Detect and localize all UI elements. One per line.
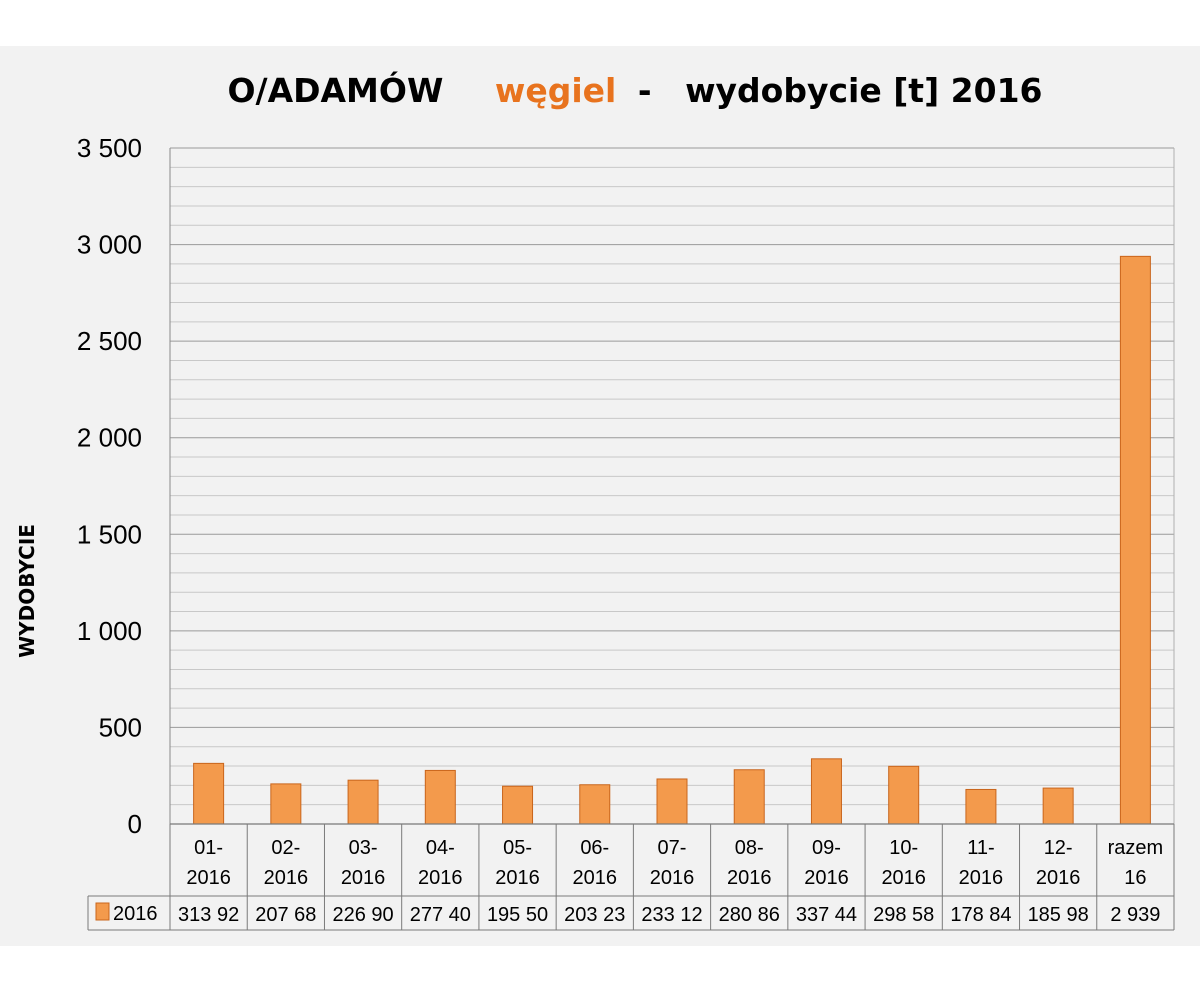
data-value-label: 233 12 — [641, 904, 702, 926]
x-tick-label-line2: 2016 — [650, 867, 695, 889]
title-left: O/ADAMÓW — [227, 70, 443, 110]
bar — [270, 783, 302, 825]
x-tick-label-line1: 03- — [349, 837, 378, 859]
data-value-label: 337 44 — [796, 904, 857, 926]
bar — [347, 779, 379, 825]
x-tick-label-line2: 16 — [1124, 867, 1146, 889]
x-tick-label-line1: 05- — [503, 837, 532, 859]
y-tick-label: 3 500 — [77, 133, 142, 163]
data-value-label: 2 939 — [1110, 904, 1160, 926]
bar — [888, 765, 920, 825]
bar — [1119, 255, 1151, 825]
x-tick-label-line1: razem — [1108, 837, 1164, 859]
x-tick-label-line1: 12- — [1044, 837, 1073, 859]
bar — [579, 784, 611, 825]
y-tick-label: 0 — [128, 809, 142, 839]
data-value-label: 207 68 — [255, 904, 316, 926]
chart-title: O/ADAMÓW węgiel - wydobycie [t] 2016 — [227, 70, 1042, 110]
x-tick-label-line2: 2016 — [804, 867, 849, 889]
title-right: wydobycie [t] 2016 — [685, 71, 1042, 110]
x-tick-label-line2: 2016 — [495, 867, 540, 889]
y-tick-label: 500 — [99, 712, 142, 742]
data-table: 01- 2016 313 92 02- 2016 207 68 03- 2016 226 90 0… — [87, 823, 1175, 931]
legend-series-name: 2016 — [113, 903, 158, 925]
x-tick-label-line1: 07- — [658, 837, 687, 859]
x-tick-label-line2: 2016 — [881, 867, 926, 889]
y-tick-label: 1 500 — [77, 519, 142, 549]
x-tick-label-line2: 2016 — [186, 867, 231, 889]
data-value-label: 203 23 — [564, 904, 625, 926]
data-value-label: 178 84 — [950, 904, 1011, 926]
bar — [656, 778, 688, 825]
y-tick-label: 2 000 — [77, 423, 142, 453]
data-value-label: 298 58 — [873, 904, 934, 926]
y-axis-label: WYDOBYCIE — [15, 524, 39, 658]
x-tick-label-line1: 09- — [812, 837, 841, 859]
title-dash: - — [638, 71, 652, 110]
bar — [424, 769, 456, 825]
x-tick-label-line1: 10- — [889, 837, 918, 859]
bar — [965, 788, 997, 825]
y-tick-labels: 0 500 1 000 1 500 2 000 2 500 3 000 3 500 — [77, 133, 142, 839]
data-value-label: 313 92 — [178, 904, 239, 926]
x-tick-label-line2: 2016 — [264, 867, 309, 889]
x-tick-label-line2: 2016 — [341, 867, 386, 889]
x-tick-label-line1: 11- — [967, 837, 994, 859]
x-tick-label-line1: 06- — [580, 837, 609, 859]
bar — [193, 762, 225, 825]
title-accent: węgiel — [495, 71, 617, 110]
bar — [733, 769, 765, 825]
x-tick-label-line1: 04- — [426, 837, 455, 859]
data-value-label: 226 90 — [332, 904, 393, 926]
data-value-label: 195 50 — [487, 904, 548, 926]
gridlines — [169, 147, 1175, 825]
bar — [1042, 787, 1074, 825]
legend-swatch — [95, 902, 110, 921]
data-value-label: 185 98 — [1028, 904, 1089, 926]
x-tick-label-line2: 2016 — [1036, 867, 1081, 889]
x-tick-label-line2: 2016 — [418, 867, 463, 889]
y-tick-label: 3 000 — [77, 230, 142, 260]
chart-area: O/ADAMÓW węgiel - wydobycie [t] 2016 WYD… — [0, 46, 1200, 946]
data-value-label: 277 40 — [410, 904, 471, 926]
x-tick-label-line1: 08- — [735, 837, 764, 859]
bar-chart: O/ADAMÓW węgiel - wydobycie [t] 2016 WYD… — [15, 70, 1175, 931]
y-tick-label: 1 000 — [77, 616, 142, 646]
x-tick-label-line2: 2016 — [573, 867, 618, 889]
x-tick-label-line2: 2016 — [959, 867, 1004, 889]
x-tick-label-line1: 01- — [194, 837, 223, 859]
bar — [810, 758, 842, 825]
bar — [502, 785, 534, 825]
data-value-label: 280 86 — [719, 904, 780, 926]
y-tick-label: 2 500 — [77, 326, 142, 356]
bars — [193, 255, 1151, 825]
x-tick-label-line2: 2016 — [727, 867, 772, 889]
x-tick-label-line1: 02- — [271, 837, 300, 859]
